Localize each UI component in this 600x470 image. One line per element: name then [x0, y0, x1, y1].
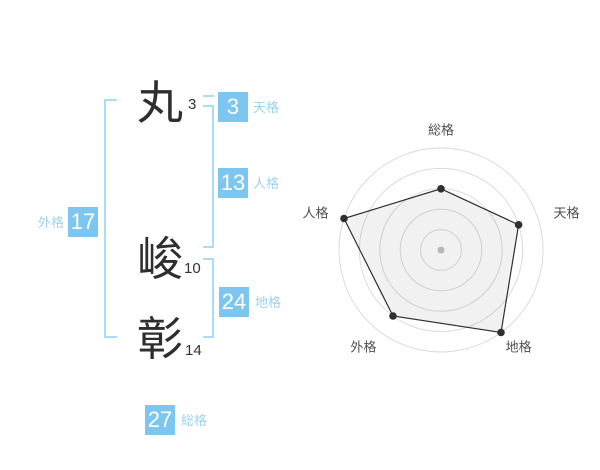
gaikaku-bracket-top-tick: [104, 99, 117, 101]
radar-chart-container: 総格天格地格 外格 人格: [290, 105, 600, 395]
name-character-2: 峻: [137, 233, 183, 285]
tenkaku-tick: [203, 95, 214, 97]
soukaku-label: 総格: [181, 413, 208, 428]
radar-vertex-dot: [437, 185, 445, 193]
radar-polygon: [343, 188, 520, 334]
radar-grid-ring: [338, 147, 544, 353]
gaikaku-value-badge: 17: [68, 207, 98, 237]
radar-center-dot: [437, 246, 445, 254]
gaikaku-label: 外格: [38, 215, 65, 230]
chikaku-bracket-top-tick: [203, 258, 214, 260]
soukaku-value-badge: 27: [145, 405, 175, 435]
name-character-1: 丸: [137, 77, 183, 129]
radar-axis-label: 人格: [302, 205, 328, 220]
gaikaku-bracket: [104, 99, 106, 338]
stroke-count-1: 3: [188, 96, 197, 113]
jinkaku-bracket-bottom-tick: [203, 246, 214, 248]
tenkaku-label: 天格: [253, 100, 280, 115]
stroke-count-2: 10: [184, 260, 201, 277]
radar-vertex-dot: [514, 221, 523, 229]
chikaku-value-badge: 24: [219, 287, 249, 317]
jinkaku-bracket: [212, 105, 214, 248]
radar-grid-ring: [420, 229, 462, 271]
radar-axis-label: 総格: [428, 123, 454, 138]
radar-vertex-dot: [497, 328, 505, 337]
radar-vertex-dot: [389, 312, 397, 320]
radar-vertex-dot: [340, 214, 348, 223]
tenkaku-value-badge: 3: [218, 92, 248, 122]
radar-axis-label: 地格: [506, 340, 532, 355]
radar-axis-label: 天格: [553, 205, 579, 220]
chikaku-bracket-bottom-tick: [203, 336, 214, 338]
radar-grid-ring: [399, 208, 483, 292]
chikaku-bracket: [212, 258, 214, 338]
radar-axis-label: 外格: [350, 340, 376, 355]
name-character-3: 彰: [137, 313, 183, 365]
chikaku-label: 地格: [255, 295, 282, 310]
gaikaku-bracket-bottom-tick: [104, 336, 117, 338]
jinkaku-bracket-top-tick: [203, 105, 214, 107]
jinkaku-value-badge: 13: [218, 168, 248, 198]
jinkaku-label: 人格: [253, 176, 280, 191]
stroke-count-3: 14: [185, 342, 202, 359]
